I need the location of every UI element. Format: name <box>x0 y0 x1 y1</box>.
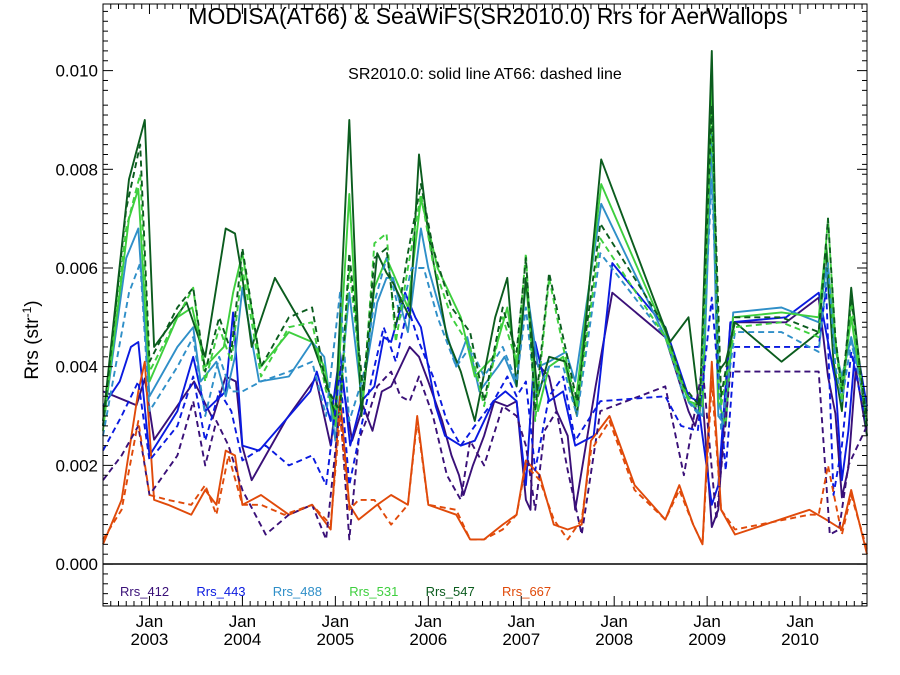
legend: Rrs_412 Rrs_443 Rrs_488 Rrs_531 Rrs_547 Rrs_6… <box>120 584 551 599</box>
x-tick-month-label: Jan <box>600 612 627 631</box>
y-axis-label-main: Rrs (str <box>22 317 43 380</box>
x-tick-year-label: 2007 <box>502 630 540 649</box>
line-style-annotation: SR2010.0: solid line AT66: dashed line <box>348 66 622 83</box>
x-tick-year-label: 2010 <box>781 630 819 649</box>
x-tick-month-label: Jan <box>136 612 163 631</box>
legend-label-rrs-547: Rrs_547 <box>426 584 475 599</box>
series-line-rrs-531-dashed <box>102 123 868 431</box>
series-line-rrs-443-dashed <box>102 286 868 496</box>
x-tick-month-label: Jan <box>322 612 349 631</box>
x-tick-month-label: Jan <box>508 612 535 631</box>
y-tick-label: 0.006 <box>55 259 98 278</box>
y-axis-label: Rrs (str-1) <box>20 300 43 379</box>
plot-frame <box>102 3 868 607</box>
x-tick-year-label: 2003 <box>131 630 169 649</box>
x-tick-month-label: Jan <box>415 612 442 631</box>
y-axis-label-end: ) <box>22 300 43 306</box>
legend-label-rrs-531: Rrs_531 <box>349 584 398 599</box>
y-tick-label: 0.000 <box>55 555 98 574</box>
series-line-rrs-667-solid <box>102 360 868 555</box>
series-line-rrs-547-dashed <box>102 104 868 427</box>
x-tick-month-label: Jan <box>786 612 813 631</box>
series-line-rrs-412-solid <box>102 291 868 528</box>
y-tick-label: 0.008 <box>55 160 98 179</box>
y-tick-label: 0.010 <box>55 62 98 81</box>
x-tick-year-label: 2009 <box>688 630 726 649</box>
y-tick-label: 0.002 <box>55 456 98 475</box>
series-line-rrs-412-dashed <box>102 365 868 541</box>
legend-label-rrs-488: Rrs_488 <box>273 584 322 599</box>
y-axis-label-sup: -1 <box>20 306 34 317</box>
y-tick-label: 0.004 <box>55 358 98 377</box>
x-tick-year-label: 2005 <box>316 630 354 649</box>
series-line-rrs-547-solid <box>102 49 868 436</box>
series-group <box>102 49 868 555</box>
chart-title: MODISA(AT66) & SeaWiFS(SR2010.0) Rrs for… <box>188 3 787 29</box>
series-line-rrs-667-dashed <box>102 380 868 550</box>
x-tick-month-label: Jan <box>229 612 256 631</box>
x-tick-year-label: 2008 <box>595 630 633 649</box>
axis-group: 0.0000.0020.0040.0060.0080.010Jan2003Jan… <box>55 4 867 649</box>
x-tick-year-label: 2006 <box>409 630 447 649</box>
x-tick-month-label: Jan <box>693 612 720 631</box>
series-line-rrs-488-dashed <box>102 178 868 436</box>
legend-label-rrs-667: Rrs_667 <box>502 584 551 599</box>
series-line-rrs-531-solid <box>102 74 868 427</box>
x-tick-year-label: 2004 <box>224 630 262 649</box>
legend-label-rrs-412: Rrs_412 <box>120 584 169 599</box>
legend-label-rrs-443: Rrs_443 <box>196 584 245 599</box>
